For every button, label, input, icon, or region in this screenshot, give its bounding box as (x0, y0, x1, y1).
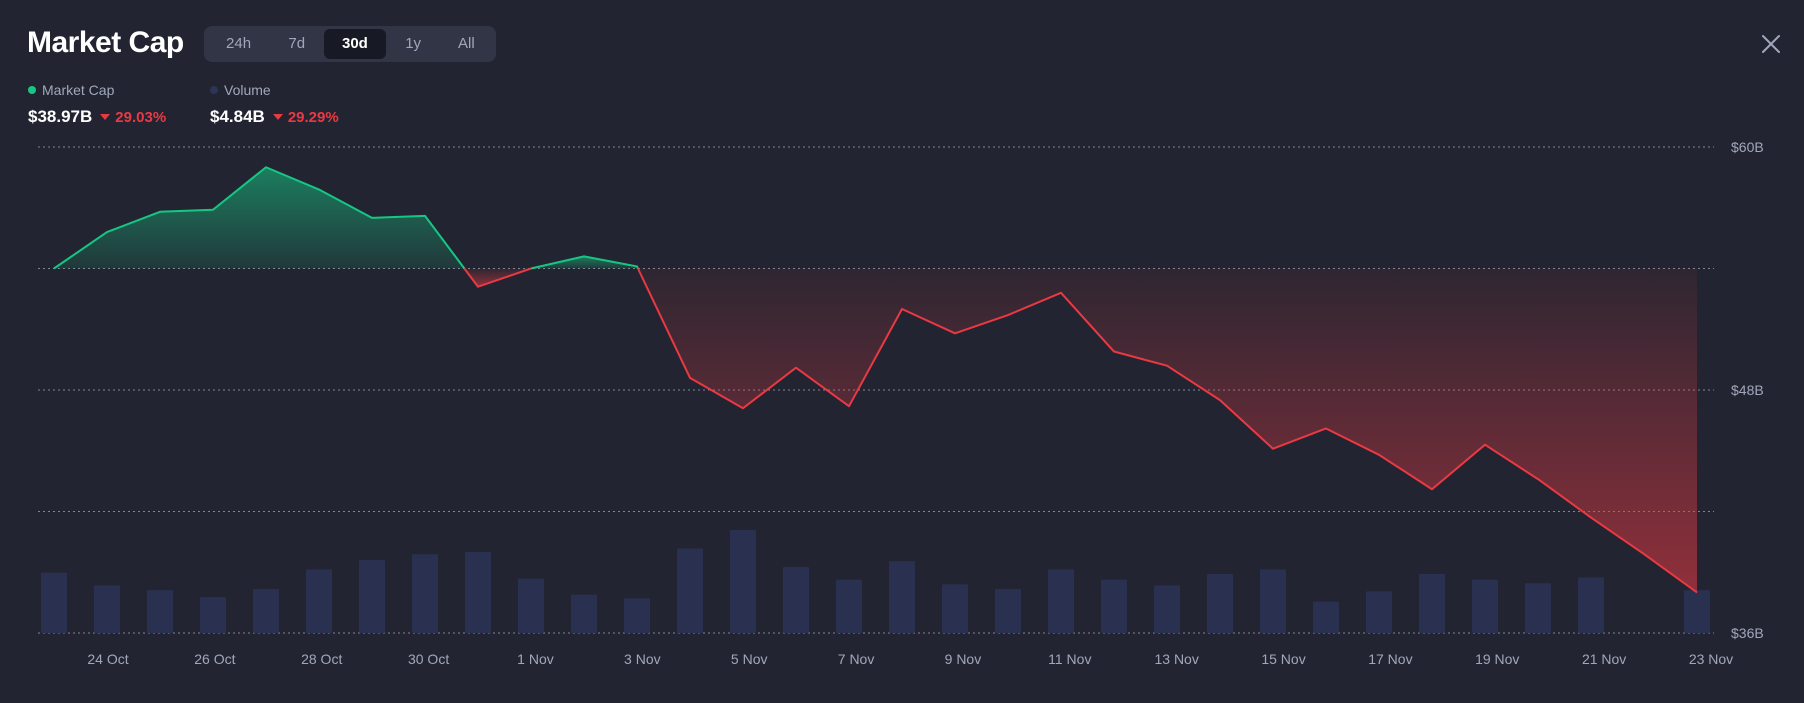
area-below-baseline (464, 268, 531, 287)
x-tick-label: 11 Nov (1048, 651, 1091, 667)
volume-bar (1048, 569, 1074, 633)
market-cap-line-down (463, 267, 532, 288)
x-tick-label: 5 Nov (731, 651, 768, 667)
close-button[interactable] (1760, 33, 1782, 55)
volume-bar (1525, 583, 1551, 633)
legend-label-market-cap: Market Cap (42, 82, 115, 98)
market-cap-change: 29.03% (100, 109, 166, 126)
volume-bar (995, 589, 1021, 633)
market-cap-change-value: 29.03% (115, 108, 167, 126)
area-below-baseline (637, 268, 1697, 593)
x-tick-label: 3 Nov (624, 651, 661, 667)
x-tick-label: 17 Nov (1368, 651, 1412, 667)
volume-bar (836, 579, 862, 633)
y-tick-label: $60B (1731, 139, 1764, 155)
time-range-tabs: 24h 7d 30d 1y All (204, 26, 496, 62)
volume-bar (624, 598, 650, 633)
tab-24h[interactable]: 24h (226, 35, 252, 52)
market-cap-line-up (530, 255, 639, 270)
volume-bar (942, 584, 968, 633)
legend-market-cap: Market Cap $38.97B 29.03% (28, 82, 166, 127)
volume-change-value: 29.29% (287, 108, 339, 126)
legend-dot-volume (210, 86, 218, 94)
legend-dot-market-cap (28, 86, 36, 94)
x-tick-label: 15 Nov (1261, 651, 1305, 667)
x-tick-label: 13 Nov (1154, 651, 1198, 667)
volume-bar (1684, 590, 1710, 633)
volume-bar (730, 529, 756, 633)
tab-1y[interactable]: 1y (405, 35, 422, 52)
legend-volume: Volume $4.84B 29.29% (210, 82, 339, 127)
volume-bar (1313, 601, 1339, 633)
tab-30d[interactable]: 30d (324, 29, 386, 59)
volume-bar (783, 567, 809, 633)
volume-value: $4.84B (210, 107, 265, 126)
x-tick-label: 24 Oct (87, 651, 128, 667)
y-tick-label: $48B (1731, 382, 1764, 398)
volume-bar (571, 594, 597, 633)
volume-bar (412, 554, 438, 633)
x-tick-label: 9 Nov (945, 651, 982, 667)
market-cap-line-down (637, 268, 1698, 594)
x-tick-label: 21 Nov (1582, 651, 1626, 667)
page-title: Market Cap (27, 26, 184, 59)
x-tick-label: 28 Oct (301, 651, 342, 667)
volume-bar (1472, 579, 1498, 633)
legend-label-volume: Volume (224, 82, 271, 98)
volume-bar (306, 569, 332, 633)
area-above-baseline (54, 167, 465, 269)
volume-bar (465, 551, 491, 633)
volume-bar (889, 561, 915, 633)
close-icon (1762, 35, 1780, 53)
caret-down-icon (272, 114, 283, 120)
x-tick-label: 23 Nov (1689, 651, 1733, 667)
volume-bar (1154, 585, 1180, 633)
x-tick-label: 1 Nov (517, 651, 554, 667)
x-tick-label: 30 Oct (408, 651, 449, 667)
volume-bar (253, 589, 279, 633)
tab-7d[interactable]: 7d (288, 35, 306, 52)
volume-bar (1101, 579, 1127, 633)
x-tick-label: 7 Nov (838, 651, 875, 667)
volume-bar (1366, 591, 1392, 633)
y-tick-label: $36B (1731, 625, 1764, 641)
volume-bar (1207, 573, 1233, 633)
x-tick-label: 26 Oct (194, 651, 235, 667)
x-tick-label: 19 Nov (1475, 651, 1519, 667)
volume-bar (200, 597, 226, 633)
volume-bar (94, 585, 120, 633)
caret-down-icon (100, 114, 111, 120)
volume-bar (518, 578, 544, 633)
volume-bar (147, 590, 173, 633)
market-cap-value: $38.97B (28, 107, 93, 126)
volume-bar (359, 560, 385, 633)
market-cap-line-up (53, 166, 466, 270)
volume-bar (677, 548, 703, 633)
tab-all[interactable]: All (458, 35, 475, 52)
volume-change: 29.29% (272, 108, 339, 126)
volume-bar (1419, 573, 1445, 633)
volume-bar (41, 572, 67, 633)
volume-bar (1578, 577, 1604, 633)
volume-bar (1260, 569, 1286, 633)
area-above-baseline (531, 256, 638, 269)
